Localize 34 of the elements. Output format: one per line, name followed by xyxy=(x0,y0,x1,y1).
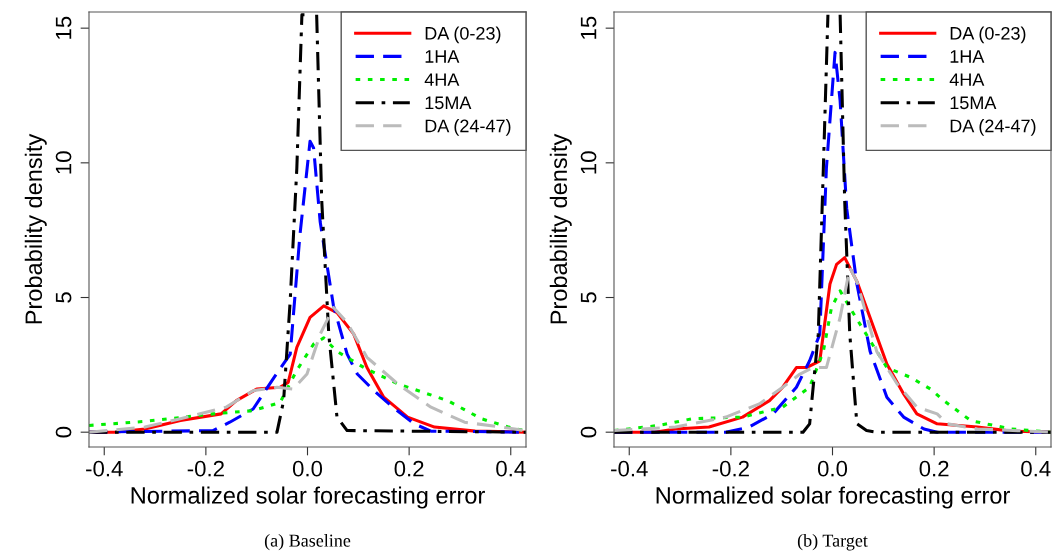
x-tick-label: -0.4 xyxy=(86,460,123,477)
x-tick-label: -0.2 xyxy=(187,460,224,477)
y-tick-label: 15 xyxy=(55,16,72,39)
y-tick-label: 5 xyxy=(55,292,72,303)
text: (a) Baseline xyxy=(264,534,351,551)
legend-label: 1HA xyxy=(425,50,460,63)
y-tick-label: 10 xyxy=(55,151,72,174)
y-tick-label: 10 xyxy=(580,151,597,174)
x-tick-label: 0.0 xyxy=(292,460,323,477)
x-tick-label: 0.2 xyxy=(394,460,424,477)
y-tick-label: 0 xyxy=(55,426,72,438)
y-axis-title: Probability density xyxy=(549,133,572,324)
text: (b) Target xyxy=(797,534,868,551)
x-axis-title: Normalized solar forecasting error xyxy=(131,486,485,509)
y-tick-label: 15 xyxy=(580,16,597,39)
legend-label: DA (0-23) xyxy=(425,26,501,44)
y-tick-label: 5 xyxy=(580,292,597,303)
legend-label: 4HA xyxy=(424,73,460,86)
x-tick-label: -0.2 xyxy=(712,460,749,477)
legend-label: 4HA xyxy=(949,73,985,86)
legend-label: 1HA xyxy=(950,50,985,63)
x-axis-title: Normalized solar forecasting error xyxy=(656,486,1010,509)
x-tick-label: 0.4 xyxy=(496,460,526,477)
legend-label: 15MA xyxy=(425,96,472,110)
legend-label: DA (0-23) xyxy=(950,26,1026,44)
legend-label: DA (24-47) xyxy=(950,119,1036,136)
y-axis-title: Probability density xyxy=(24,133,47,324)
legend-label: 15MA xyxy=(950,96,997,110)
y-tick-label: 0 xyxy=(580,426,597,438)
x-tick-label: 0.2 xyxy=(919,460,949,477)
legend-label: DA (24-47) xyxy=(425,119,511,136)
x-tick-label: 0.0 xyxy=(817,460,848,477)
x-tick-label: -0.4 xyxy=(611,460,648,477)
x-tick-label: 0.4 xyxy=(1021,460,1051,477)
